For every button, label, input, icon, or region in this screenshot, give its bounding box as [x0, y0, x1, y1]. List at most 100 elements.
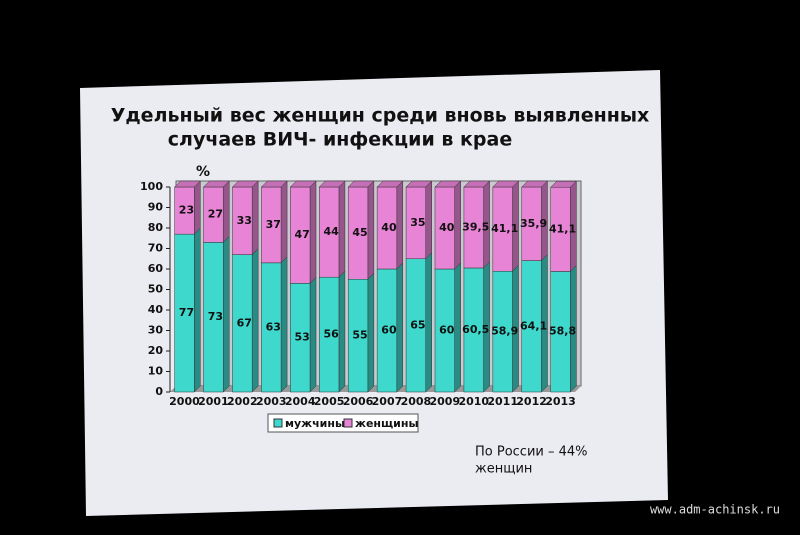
- x-tick-label: 2011: [487, 395, 518, 408]
- value-label: 23: [179, 204, 194, 217]
- bar-side: [396, 262, 404, 393]
- y-tick-label: 80: [148, 221, 164, 234]
- bar-side: [367, 180, 375, 280]
- bar-side: [338, 270, 346, 393]
- bar-top: [521, 180, 549, 188]
- value-label: 60: [439, 324, 455, 337]
- y-tick-label: 30: [148, 324, 164, 337]
- x-tick-label: 2006: [343, 395, 374, 408]
- value-label: 35: [410, 216, 425, 229]
- bar-top: [550, 180, 577, 188]
- value-label: 47: [295, 228, 310, 241]
- x-tick-label: 2003: [256, 395, 287, 408]
- value-label: 40: [439, 221, 455, 234]
- value-label: 55: [352, 329, 367, 342]
- bar-side: [338, 180, 346, 278]
- value-label: 56: [323, 328, 339, 341]
- y-tick-label: 60: [148, 262, 164, 275]
- value-label: 41,1: [549, 222, 576, 235]
- bar-top: [347, 180, 375, 188]
- bar-side: [454, 180, 461, 270]
- bar-top: [463, 180, 491, 188]
- bar-side: [222, 180, 230, 243]
- bar-side: [309, 180, 317, 284]
- value-label: 60: [381, 324, 397, 337]
- plot-floor: [170, 386, 581, 392]
- bar-top: [260, 180, 288, 188]
- y-tick-label: 50: [148, 283, 164, 296]
- value-label: 35,9: [520, 217, 547, 230]
- bar-top: [492, 180, 520, 188]
- x-tick-label: 2002: [227, 395, 258, 408]
- bar-side: [194, 180, 201, 235]
- y-tick-label: 100: [140, 180, 163, 193]
- bar-side: [280, 256, 288, 393]
- bar-side: [396, 180, 404, 270]
- bar-side: [367, 272, 375, 393]
- value-label: 44: [323, 225, 339, 238]
- value-label: 45: [352, 226, 367, 239]
- value-label: 37: [266, 218, 281, 231]
- bar-side: [309, 276, 317, 393]
- annotation: женщин: [475, 462, 532, 477]
- bar-top: [318, 180, 346, 188]
- value-label: 58,9: [491, 325, 518, 338]
- legend-label: мужчины: [285, 417, 345, 430]
- bar-side: [425, 180, 432, 260]
- legend-label: женщины: [355, 417, 418, 430]
- watermark: www.adm-achinsk.ru: [650, 503, 780, 517]
- bar-top: [231, 180, 259, 188]
- y-tick-label: 0: [155, 385, 163, 398]
- value-label: 58,8: [549, 325, 576, 338]
- legend-swatch: [343, 418, 353, 428]
- chart-title: случаев ВИЧ- инфекции в крае: [168, 129, 512, 151]
- x-tick-label: 2000: [169, 395, 200, 408]
- y-tick-label: 90: [148, 201, 164, 214]
- bar-top: [174, 180, 201, 188]
- bar-top: [376, 180, 404, 188]
- value-label: 65: [410, 318, 425, 331]
- value-label: 77: [179, 306, 194, 319]
- value-label: 73: [208, 310, 223, 323]
- x-tick-label: 2005: [314, 395, 345, 408]
- bar-side: [425, 252, 432, 393]
- legend-box: [267, 413, 419, 433]
- value-label: 41,1: [491, 222, 518, 235]
- bar-top: [405, 180, 433, 188]
- x-tick-label: 2009: [430, 395, 461, 408]
- y-tick-label: 70: [148, 242, 164, 255]
- x-tick-label: 2004: [285, 395, 316, 408]
- value-label: 63: [266, 320, 281, 333]
- bar-side: [280, 180, 288, 264]
- bar-top: [434, 180, 462, 188]
- x-tick-label: 2008: [401, 395, 432, 408]
- x-tick-label: 2013: [545, 395, 576, 408]
- x-tick-label: 2007: [372, 395, 403, 408]
- legend-swatch: [273, 418, 283, 428]
- bar-top: [202, 180, 230, 188]
- y-tick-label: 10: [148, 365, 164, 378]
- y-axis-label: %: [196, 164, 210, 180]
- y-tick-label: 20: [148, 344, 164, 357]
- x-tick-label: 2012: [516, 395, 547, 408]
- bar-side: [251, 180, 259, 256]
- value-label: 27: [208, 208, 223, 221]
- annotation: По России – 44%: [475, 445, 588, 460]
- bar-side: [251, 248, 259, 393]
- bar-side: [194, 227, 201, 393]
- value-label: 64,1: [520, 319, 547, 332]
- bar-side: [454, 262, 461, 393]
- value-label: 53: [295, 331, 310, 344]
- x-tick-label: 2010: [458, 395, 489, 408]
- bar-side: [222, 235, 230, 393]
- value-label: 33: [237, 214, 252, 227]
- value-label: 67: [237, 316, 252, 329]
- value-label: 39,5: [462, 220, 489, 233]
- value-label: 40: [381, 221, 397, 234]
- y-tick-label: 40: [148, 303, 164, 316]
- bar-top: [289, 180, 317, 188]
- value-label: 60,5: [462, 323, 489, 336]
- x-tick-label: 2001: [198, 395, 229, 408]
